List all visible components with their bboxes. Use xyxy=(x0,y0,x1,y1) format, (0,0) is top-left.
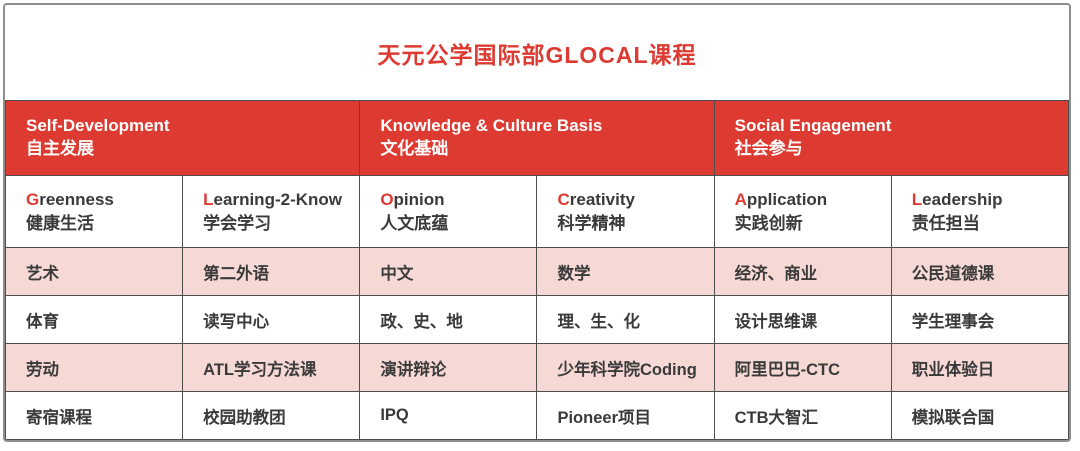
glocal-zh-label: 科学精神 xyxy=(557,213,626,233)
curriculum-table: Self-Development 自主发展 Knowledge & Cultur… xyxy=(5,100,1069,440)
course-cell: 政、史、地 xyxy=(359,295,538,344)
glocal-header-opinion: Opinion 人文底蕴 xyxy=(359,175,538,248)
section-zh-label: 文化基础 xyxy=(380,139,449,158)
glocal-rest: reativity xyxy=(569,189,635,209)
course-cell: 阿里巴巴-CTC xyxy=(713,343,892,392)
glocal-initial: O xyxy=(380,189,394,209)
course-cell: 演讲辩论 xyxy=(359,343,538,392)
course-cell: 第二外语 xyxy=(182,247,361,296)
course-cell: 少年科学院Coding xyxy=(536,343,715,392)
page-title: 天元公学国际部GLOCAL课程 xyxy=(377,41,697,68)
glocal-rest: pplication xyxy=(746,189,828,209)
course-cell: 中文 xyxy=(359,247,538,296)
glocal-en-label: Greenness xyxy=(26,188,174,212)
course-cell: 公民道德课 xyxy=(890,247,1069,296)
glocal-initial: A xyxy=(734,189,747,209)
course-cell: 学生理事会 xyxy=(890,295,1069,344)
course-cell: 艺术 xyxy=(5,247,184,296)
section-header-self-development: Self-Development 自主发展 xyxy=(5,100,361,176)
glocal-rest: pinion xyxy=(393,189,445,209)
section-header-social-engagement: Social Engagement 社会参与 xyxy=(713,100,1069,176)
course-cell: 劳动 xyxy=(5,343,184,392)
curriculum-card: 天元公学国际部GLOCAL课程 Self-Development 自主发展 Kn… xyxy=(3,3,1071,442)
course-cell: 经济、商业 xyxy=(713,247,892,296)
glocal-en-label: Leadership xyxy=(912,188,1060,212)
section-en-label: Social Engagement xyxy=(734,116,892,136)
glocal-initial: C xyxy=(557,189,570,209)
glocal-header-application: Application 实践创新 xyxy=(713,175,892,248)
section-zh-label: 自主发展 xyxy=(26,139,94,158)
glocal-initial: G xyxy=(26,189,40,209)
course-cell: Pioneer项目 xyxy=(536,391,715,440)
section-header-knowledge-culture: Knowledge & Culture Basis 文化基础 xyxy=(359,100,715,176)
course-cell: 读写中心 xyxy=(182,295,361,344)
course-cell: 职业体验日 xyxy=(890,343,1069,392)
section-header-row: Self-Development 自主发展 Knowledge & Cultur… xyxy=(5,100,1069,176)
glocal-zh-label: 实践创新 xyxy=(734,213,803,233)
section-zh-label: 社会参与 xyxy=(734,139,803,158)
section-en-label: Knowledge & Culture Basis xyxy=(380,116,603,136)
glocal-zh-label: 学会学习 xyxy=(203,213,272,233)
course-cell: 寄宿课程 xyxy=(5,391,184,440)
glocal-rest: reenness xyxy=(39,189,114,209)
course-cell: 理、生、化 xyxy=(536,295,715,344)
course-cell: IPQ xyxy=(359,391,538,440)
glocal-header-greenness: Greenness 健康生活 xyxy=(5,175,184,248)
table-row: 体育 读写中心 政、史、地 理、生、化 设计思维课 学生理事会 xyxy=(5,295,1069,344)
glocal-initial: L xyxy=(911,189,923,209)
glocal-zh-label: 人文底蕴 xyxy=(380,213,449,233)
glocal-header-row: Greenness 健康生活 Learning-2-Know 学会学习 Opin… xyxy=(5,175,1069,248)
course-cell: 设计思维课 xyxy=(713,295,892,344)
glocal-en-label: Learning-2-Know xyxy=(203,188,351,212)
table-row: 劳动 ATL学习方法课 演讲辩论 少年科学院Coding 阿里巴巴-CTC 职业… xyxy=(5,343,1069,392)
glocal-zh-label: 责任担当 xyxy=(911,213,980,233)
course-cell: 体育 xyxy=(5,295,184,344)
course-cell: 校园助教团 xyxy=(182,391,361,440)
title-bar: 天元公学国际部GLOCAL课程 xyxy=(5,5,1069,100)
course-cell: CTB大智汇 xyxy=(713,391,892,440)
table-row: 寄宿课程 校园助教团 IPQ Pioneer项目 CTB大智汇 模拟联合国 xyxy=(5,391,1069,440)
glocal-rest: earning-2-Know xyxy=(213,189,342,209)
course-cell: 数学 xyxy=(536,247,715,296)
course-cell: 模拟联合国 xyxy=(890,391,1069,440)
glocal-en-label: Creativity xyxy=(557,188,705,212)
glocal-header-leadership: Leadership 责任担当 xyxy=(890,175,1069,248)
glocal-initial: L xyxy=(203,189,214,209)
glocal-en-label: Opinion xyxy=(380,188,528,212)
table-row: 艺术 第二外语 中文 数学 经济、商业 公民道德课 xyxy=(5,247,1069,296)
glocal-en-label: Application xyxy=(735,188,883,212)
glocal-header-learning: Learning-2-Know 学会学习 xyxy=(182,175,361,248)
section-en-label: Self-Development xyxy=(26,116,170,136)
glocal-rest: eadership xyxy=(922,189,1003,209)
course-cell: ATL学习方法课 xyxy=(182,343,361,392)
glocal-header-creativity: Creativity 科学精神 xyxy=(536,175,715,248)
glocal-zh-label: 健康生活 xyxy=(26,213,94,233)
